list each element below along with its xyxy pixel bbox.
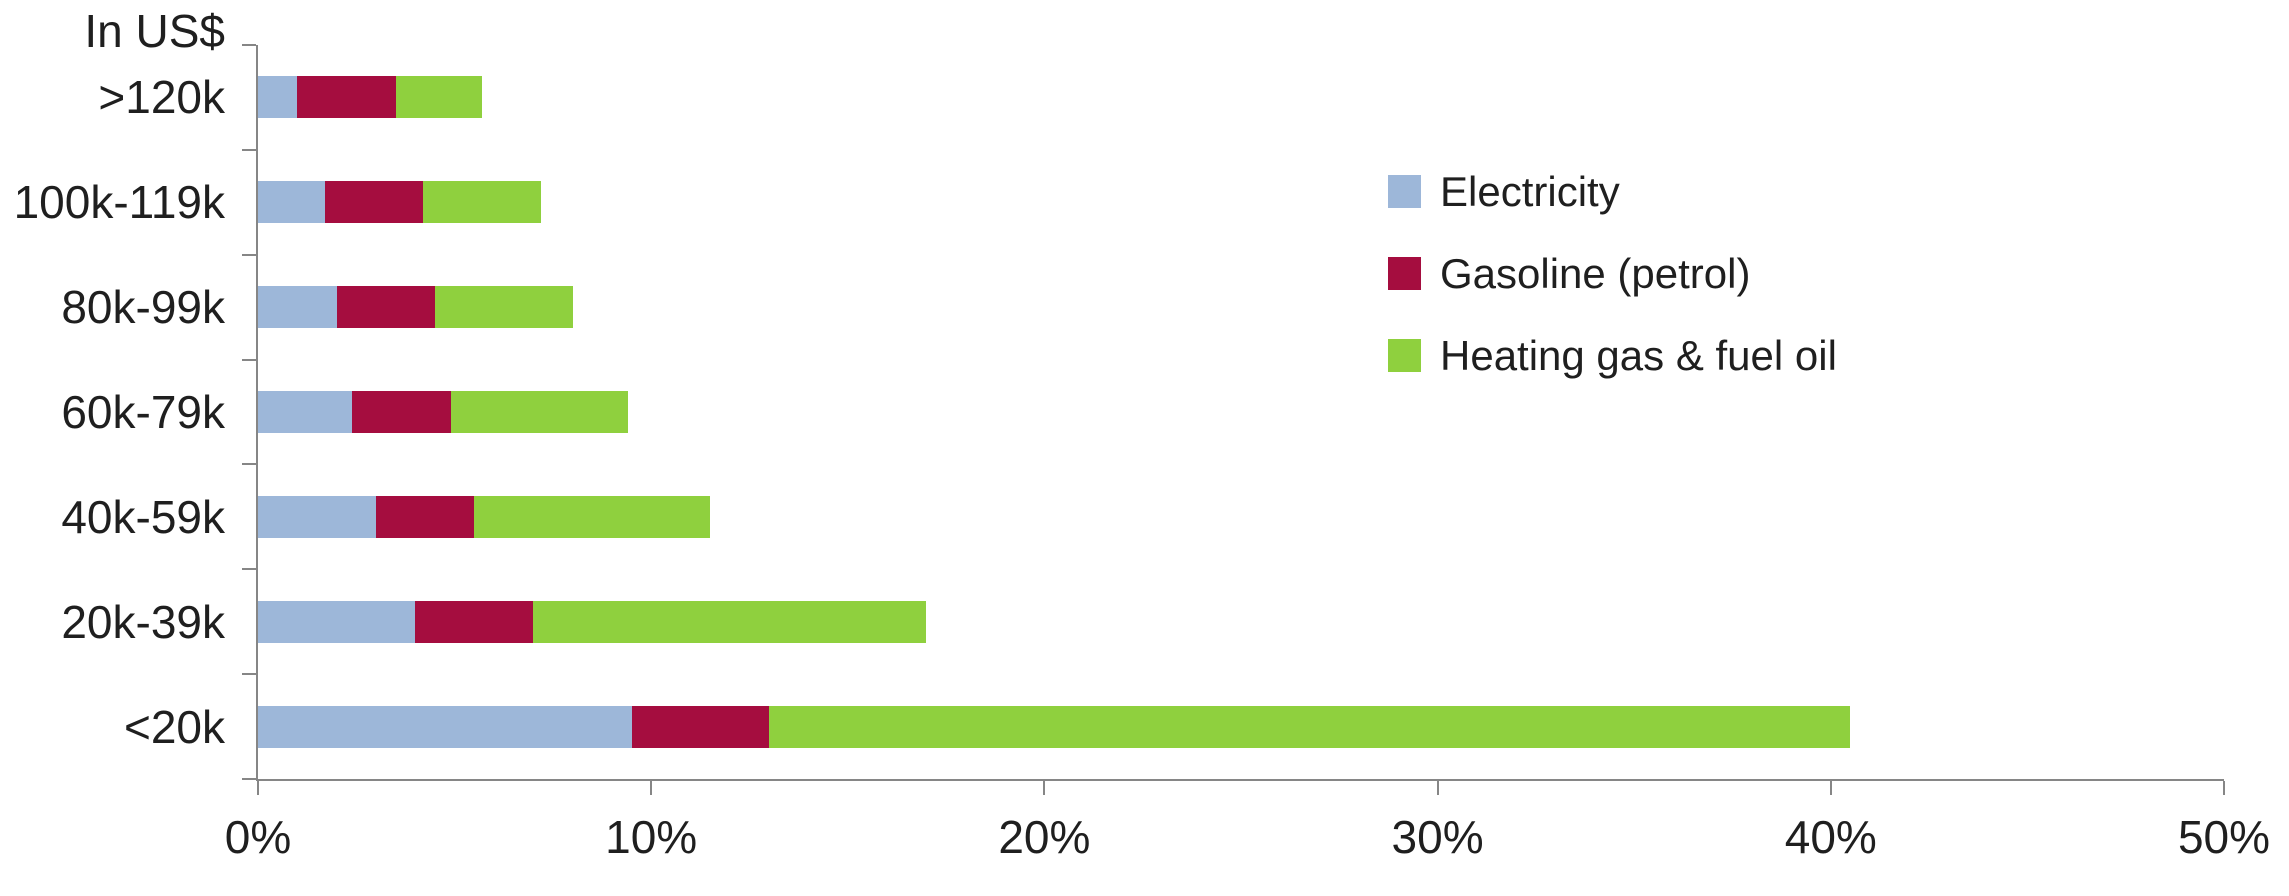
legend-item-heating: Heating gas & fuel oil — [1388, 334, 1837, 376]
x-tick-label-50: 50% — [2177, 811, 2271, 863]
y-axis-tick — [242, 44, 256, 46]
bar-segment-gasoline-petrol — [631, 705, 770, 748]
legend-label-electricity: Electricity — [1440, 167, 1620, 215]
bar-segment-electricity — [258, 391, 353, 433]
y-axis-tick — [242, 253, 256, 256]
category-label-40k-59k: 40k-59k — [61, 490, 225, 543]
bar-segment-gasoline-petrol — [324, 181, 424, 224]
y-axis-tick — [242, 568, 256, 571]
y-axis-tick — [242, 673, 256, 676]
bar-segment-electricity — [258, 495, 376, 538]
bar-segment-heating-gas-fuel-oil — [434, 286, 573, 329]
bar-segment-electricity — [258, 600, 416, 643]
bar-segment-gasoline-petrol — [336, 286, 435, 329]
x-axis-line — [256, 779, 2224, 781]
bar-segment-gasoline-petrol — [297, 76, 396, 119]
bar-segment-electricity — [258, 286, 337, 329]
x-tick-label-0: 0% — [224, 811, 292, 863]
y-axis-tick — [242, 463, 256, 466]
y-axis-tick — [242, 358, 256, 361]
legend: Electricity Gasoline (petrol) Heating ga… — [1388, 170, 1837, 421]
x-tick-label-30: 30% — [1391, 811, 1484, 863]
category-label-20k-39k: 20k-39k — [61, 595, 225, 648]
category-axis-title: In US$ — [84, 5, 225, 57]
x-axis-tick — [650, 781, 653, 795]
x-tick-label-40: 40% — [1784, 811, 1877, 863]
x-axis-tick — [2223, 781, 2225, 795]
bar-segment-gasoline-petrol — [415, 600, 534, 643]
y-axis-tick — [242, 148, 256, 151]
x-axis-tick — [1043, 781, 1046, 795]
bar-segment-gasoline-petrol — [375, 495, 475, 538]
bar-segment-electricity — [258, 181, 325, 224]
bar-segment-heating-gas-fuel-oil — [450, 391, 628, 433]
bar-segment-heating-gas-fuel-oil — [474, 495, 711, 538]
y-axis-line — [256, 45, 258, 781]
category-label-100k-119k: 100k-119k — [13, 176, 225, 229]
y-axis-tick — [242, 778, 256, 780]
bar-segment-heating-gas-fuel-oil — [423, 181, 542, 224]
legend-item-gasoline: Gasoline (petrol) — [1388, 252, 1837, 294]
legend-swatch-heating-icon — [1388, 339, 1421, 372]
bar-segment-electricity — [258, 705, 632, 748]
x-axis-tick — [257, 781, 259, 795]
x-tick-label-10: 10% — [605, 811, 698, 863]
legend-label-heating: Heating gas & fuel oil — [1440, 331, 1837, 379]
bar-segment-electricity — [258, 76, 298, 119]
legend-swatch-electricity-icon — [1388, 175, 1421, 208]
bar-segment-heating-gas-fuel-oil — [533, 600, 927, 643]
bar-segment-heating-gas-fuel-oil — [395, 76, 483, 119]
x-axis-tick — [1436, 781, 1439, 795]
legend-label-gasoline: Gasoline (petrol) — [1440, 249, 1751, 297]
bar-segment-gasoline-petrol — [352, 391, 451, 433]
legend-swatch-gasoline-icon — [1388, 257, 1421, 290]
category-label-20k: <20k — [123, 700, 225, 753]
bar-segment-heating-gas-fuel-oil — [769, 705, 1851, 748]
category-label-120k: >120k — [98, 71, 225, 124]
category-label-60k-79k: 60k-79k — [61, 386, 225, 438]
x-axis-tick — [1829, 781, 1832, 795]
legend-item-electricity: Electricity — [1388, 170, 1837, 212]
category-label-80k-99k: 80k-99k — [61, 281, 225, 334]
x-tick-label-20: 20% — [998, 811, 1091, 863]
